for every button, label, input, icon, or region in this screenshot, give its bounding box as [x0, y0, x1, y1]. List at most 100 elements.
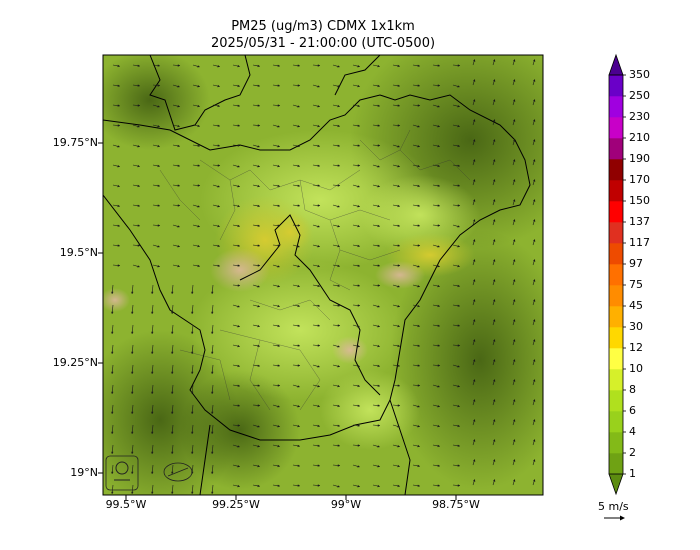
wind-arrow-head: [457, 344, 460, 347]
wind-arrow-head: [211, 371, 214, 374]
wind-arrow-head: [117, 124, 120, 127]
colorbar-tick-label: 97: [629, 257, 643, 270]
wind-arrow-head: [493, 339, 496, 342]
wind-arrow-head: [377, 305, 380, 308]
wind-arrow-head: [377, 185, 380, 188]
wind-arrow-head: [191, 411, 194, 414]
colorbar-extension-high: [608, 53, 624, 76]
wind-arrow-head: [437, 424, 440, 428]
wind-arrow-head: [257, 484, 260, 488]
wind-arrow-head: [457, 245, 460, 248]
colorbar-segment: [609, 432, 623, 454]
wind-arrow-head: [437, 344, 440, 347]
wind-arrow-head: [151, 451, 154, 454]
lon-label: 98.75°W: [432, 498, 480, 511]
wind-arrow-head: [377, 424, 380, 427]
wind-arrow-head: [297, 245, 300, 248]
wind-arrow-head: [237, 224, 240, 228]
wind-arrow-head: [337, 85, 340, 88]
wind-arrow-head: [151, 331, 154, 334]
wind-arrow-head: [177, 184, 180, 187]
map-timestamp: 2025/05/31 - 21:00:00 (UTC-0500): [210, 36, 436, 51]
wind-arrow-head: [237, 384, 240, 387]
wind-arrow-head: [171, 351, 174, 354]
wind-arrow-head: [397, 84, 400, 87]
wind-arrow-head: [357, 205, 360, 208]
wind-arrow-head: [493, 259, 496, 262]
wind-arrow-head: [317, 124, 320, 128]
lat-label: 19.75°N: [52, 136, 98, 149]
wind-arrow-head: [117, 64, 120, 68]
wind-arrow-head: [317, 404, 320, 408]
wind-arrow-head: [131, 411, 134, 414]
wind-arrow-head: [357, 364, 360, 368]
wind-arrow-head: [377, 64, 380, 68]
wind-arrow-head: [513, 359, 516, 362]
wind-arrow-head: [111, 431, 114, 434]
wind-arrow-head: [493, 79, 496, 82]
wind-arrow-head: [337, 464, 340, 467]
wind-arrow-head: [317, 64, 320, 67]
wind-arrow-head: [131, 391, 134, 394]
wind-arrow-head: [377, 325, 380, 328]
wind-arrow-head: [493, 279, 496, 282]
wind-arrow-head: [533, 259, 536, 262]
colorbar: [608, 53, 626, 496]
wind-arrow-head: [157, 245, 160, 248]
wind-arrow-head: [197, 264, 200, 268]
wind-arrow-head: [513, 179, 516, 182]
wind-arrow-head: [337, 104, 340, 108]
wind-arrow-head: [177, 85, 180, 88]
wind-arrow-head: [493, 359, 496, 362]
wind-arrow-head: [337, 225, 340, 228]
wind-arrow-head: [417, 304, 420, 308]
wind-arrow-head: [257, 104, 260, 107]
wind-arrow-head: [277, 64, 280, 67]
colorbar-tick-label: 137: [629, 215, 650, 228]
wind-arrow-head: [417, 405, 420, 408]
wind-arrow-head: [317, 304, 320, 307]
wind-arrow-head: [237, 424, 240, 427]
colorbar-segment: [609, 306, 623, 328]
wind-arrow-head: [157, 184, 160, 187]
wind-arrow-head: [157, 105, 160, 108]
wind-arrow-head: [397, 285, 400, 288]
wind-arrow-head: [317, 144, 320, 148]
wind-arrow-head: [377, 465, 380, 468]
wind-arrow-head: [473, 219, 476, 222]
wind-arrow-head: [317, 85, 320, 88]
wind-arrow-head: [337, 264, 340, 268]
wind-arrow-head: [117, 184, 120, 188]
wind-arrow-head: [513, 319, 516, 322]
wind-arrow-head: [513, 219, 516, 222]
wind-arrow-head: [493, 299, 496, 302]
colorbar-segment: [609, 159, 623, 181]
wind-arrow-head: [473, 419, 476, 422]
wind-arrow-head: [357, 465, 360, 468]
wind-arrow-head: [131, 491, 134, 494]
wind-arrow-head: [533, 319, 536, 322]
colorbar-segment: [609, 75, 623, 97]
wind-arrow-head: [157, 84, 160, 87]
wind-arrow-head: [237, 404, 240, 407]
wind-arrow-head: [237, 84, 240, 88]
wind-arrow-head: [137, 84, 140, 87]
wind-arrow-head: [513, 259, 516, 262]
wind-arrow-head: [533, 439, 536, 442]
wind-arrow-head: [277, 285, 280, 288]
wind-arrow-head: [117, 145, 120, 148]
wind-arrow-head: [211, 471, 214, 474]
wind-arrow-head: [177, 264, 180, 268]
wind-arrow-head: [473, 319, 476, 322]
wind-arrow-head: [191, 331, 194, 334]
axis-ticks: [98, 142, 457, 500]
wind-arrow-head: [437, 184, 440, 187]
colorbar-tick-label: 150: [629, 194, 650, 207]
wind-arrow-head: [297, 125, 300, 128]
wind-arrow-head: [191, 291, 194, 294]
wind-arrow-head: [337, 124, 340, 128]
wind-arrow-head: [277, 405, 280, 408]
wind-arrow-head: [533, 159, 536, 162]
wind-arrow-head: [377, 264, 380, 267]
wind-arrow-head: [177, 144, 180, 148]
